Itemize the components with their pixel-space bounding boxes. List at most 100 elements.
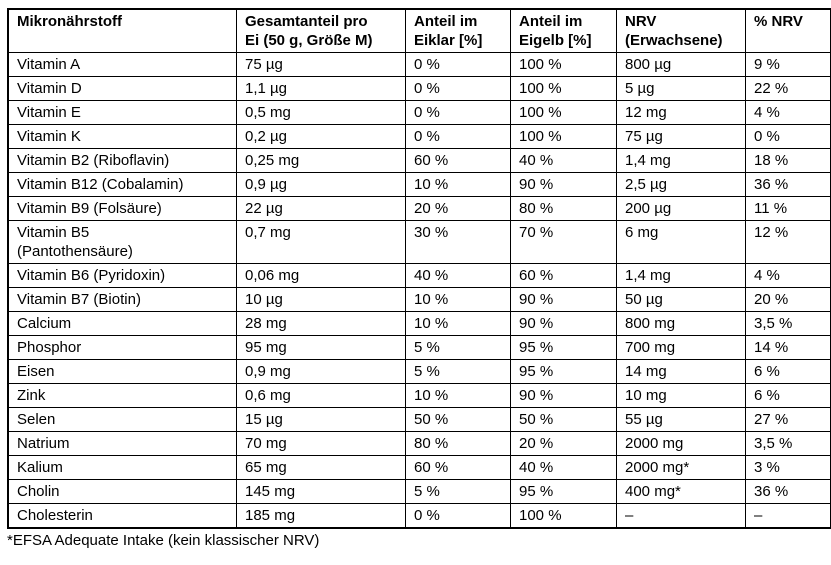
table-cell: 3,5 %	[745, 431, 831, 456]
table-cell: 14 mg	[616, 359, 746, 384]
table-row: Natrium 70 mg 80 % 20 % 2000 mg 3,5 %	[7, 431, 831, 456]
micronutrient-table: Mikronährstoff Gesamtanteil pro Ei (50 g,…	[7, 8, 831, 529]
table-cell: 60 %	[510, 263, 617, 288]
table-cell: 95 mg	[236, 335, 406, 360]
table-cell: 1,1 µg	[236, 76, 406, 101]
table-cell: Calcium	[7, 311, 237, 336]
table-cell: 145 mg	[236, 479, 406, 504]
table-cell: Phosphor	[7, 335, 237, 360]
table-row: Vitamin A 75 µg 0 % 100 % 800 µg 9 %	[7, 52, 831, 77]
table-cell: Vitamin B12 (Cobalamin)	[7, 172, 237, 197]
table-cell: 4 %	[745, 263, 831, 288]
table-cell: 11 %	[745, 196, 831, 221]
table-cell: 90 %	[510, 311, 617, 336]
table-cell: 0 %	[405, 503, 511, 529]
table-cell: 22 µg	[236, 196, 406, 221]
table-cell: 4 %	[745, 100, 831, 125]
table-cell: 30 %	[405, 220, 511, 264]
table-cell: 0,7 mg	[236, 220, 406, 264]
table-cell: 0 %	[405, 52, 511, 77]
table-cell: 5 %	[405, 335, 511, 360]
table-cell: Vitamin E	[7, 100, 237, 125]
table-cell: 100 %	[510, 100, 617, 125]
column-header: Anteil im Eigelb [%]	[510, 8, 617, 53]
table-cell: 100 %	[510, 76, 617, 101]
table-row: Cholesterin 185 mg 0 % 100 % – –	[7, 503, 831, 529]
table-cell: 70 mg	[236, 431, 406, 456]
table-cell: 5 %	[405, 479, 511, 504]
table-cell: 0 %	[405, 100, 511, 125]
table-cell: 2,5 µg	[616, 172, 746, 197]
table-cell: 10 µg	[236, 287, 406, 312]
table-cell: Vitamin D	[7, 76, 237, 101]
table-row: Vitamin B7 (Biotin) 10 µg 10 % 90 % 50 µg 20 …	[7, 287, 831, 312]
table-cell: 5 %	[405, 359, 511, 384]
table-cell: 15 µg	[236, 407, 406, 432]
table-cell: 100 %	[510, 52, 617, 77]
table-row: Vitamin B9 (Folsäure) 22 µg 20 % 80 % 200 µg…	[7, 196, 831, 221]
table-cell: 0 %	[405, 124, 511, 149]
table-cell: 36 %	[745, 479, 831, 504]
table-cell: 0,5 mg	[236, 100, 406, 125]
table-row: Eisen 0,9 mg 5 % 95 % 14 mg 6 %	[7, 359, 831, 384]
table-row: Vitamin B5 (Pantothensäure) 0,7 mg 30 % 70 …	[7, 220, 831, 264]
table-cell: 65 mg	[236, 455, 406, 480]
table-cell: Eisen	[7, 359, 237, 384]
table-row: Vitamin B6 (Pyridoxin) 0,06 mg 40 % 60 % 1,4…	[7, 263, 831, 288]
table-row: Kalium 65 mg 60 % 40 % 2000 mg* 3 %	[7, 455, 831, 480]
table-row: Vitamin B2 (Riboflavin) 0,25 mg 60 % 40 % 1,…	[7, 148, 831, 173]
table-cell: 28 mg	[236, 311, 406, 336]
table-cell: 40 %	[510, 455, 617, 480]
table-row: Vitamin E 0,5 mg 0 % 100 % 12 mg 4 %	[7, 100, 831, 125]
table-cell: 50 %	[510, 407, 617, 432]
table-row: Vitamin D 1,1 µg 0 % 100 % 5 µg 22 %	[7, 76, 831, 101]
table-cell: 20 %	[745, 287, 831, 312]
table-cell: Vitamin K	[7, 124, 237, 149]
table-cell: 6 mg	[616, 220, 746, 264]
table-cell: 80 %	[405, 431, 511, 456]
column-header: NRV (Erwachsene)	[616, 8, 746, 53]
table-cell: 12 mg	[616, 100, 746, 125]
table-row: Vitamin K 0,2 µg 0 % 100 % 75 µg 0 %	[7, 124, 831, 149]
table-cell: 6 %	[745, 359, 831, 384]
table-cell: Vitamin B6 (Pyridoxin)	[7, 263, 237, 288]
table-cell: 10 %	[405, 311, 511, 336]
table-cell: 75 µg	[236, 52, 406, 77]
table-cell: 50 µg	[616, 287, 746, 312]
table-cell: 800 mg	[616, 311, 746, 336]
table-cell: 36 %	[745, 172, 831, 197]
table-row: Calcium 28 mg 10 % 90 % 800 mg 3,5 %	[7, 311, 831, 336]
table-row: Vitamin B12 (Cobalamin) 0,9 µg 10 % 90 % 2,5…	[7, 172, 831, 197]
table-header-row: Mikronährstoff Gesamtanteil pro Ei (50 g,…	[7, 8, 831, 53]
table-cell: 100 %	[510, 503, 617, 529]
table-cell: 12 %	[745, 220, 831, 264]
table-cell: 200 µg	[616, 196, 746, 221]
table-cell: 0 %	[405, 76, 511, 101]
table-cell: Vitamin B7 (Biotin)	[7, 287, 237, 312]
table-cell: 60 %	[405, 455, 511, 480]
table-cell: Natrium	[7, 431, 237, 456]
table-cell: –	[745, 503, 831, 529]
table-cell: 0 %	[745, 124, 831, 149]
table-cell: 60 %	[405, 148, 511, 173]
table-cell: 6 %	[745, 383, 831, 408]
table-cell: 2000 mg	[616, 431, 746, 456]
table-cell: 0,6 mg	[236, 383, 406, 408]
table-cell: 10 %	[405, 172, 511, 197]
table-cell: 80 %	[510, 196, 617, 221]
column-header: Mikronährstoff	[7, 8, 237, 53]
table-row: Phosphor 95 mg 5 % 95 % 700 mg 14 %	[7, 335, 831, 360]
table-cell: Vitamin B5 (Pantothensäure)	[7, 220, 237, 264]
table-cell: Vitamin B9 (Folsäure)	[7, 196, 237, 221]
table-cell: 0,25 mg	[236, 148, 406, 173]
table-row: Selen 15 µg 50 % 50 % 55 µg 27 %	[7, 407, 831, 432]
table-cell: 800 µg	[616, 52, 746, 77]
table-cell: 1,4 mg	[616, 148, 746, 173]
table-cell: 40 %	[510, 148, 617, 173]
table-cell: 20 %	[405, 196, 511, 221]
table-cell: 20 %	[510, 431, 617, 456]
table-cell: 1,4 mg	[616, 263, 746, 288]
table-cell: 185 mg	[236, 503, 406, 529]
table-cell: 22 %	[745, 76, 831, 101]
